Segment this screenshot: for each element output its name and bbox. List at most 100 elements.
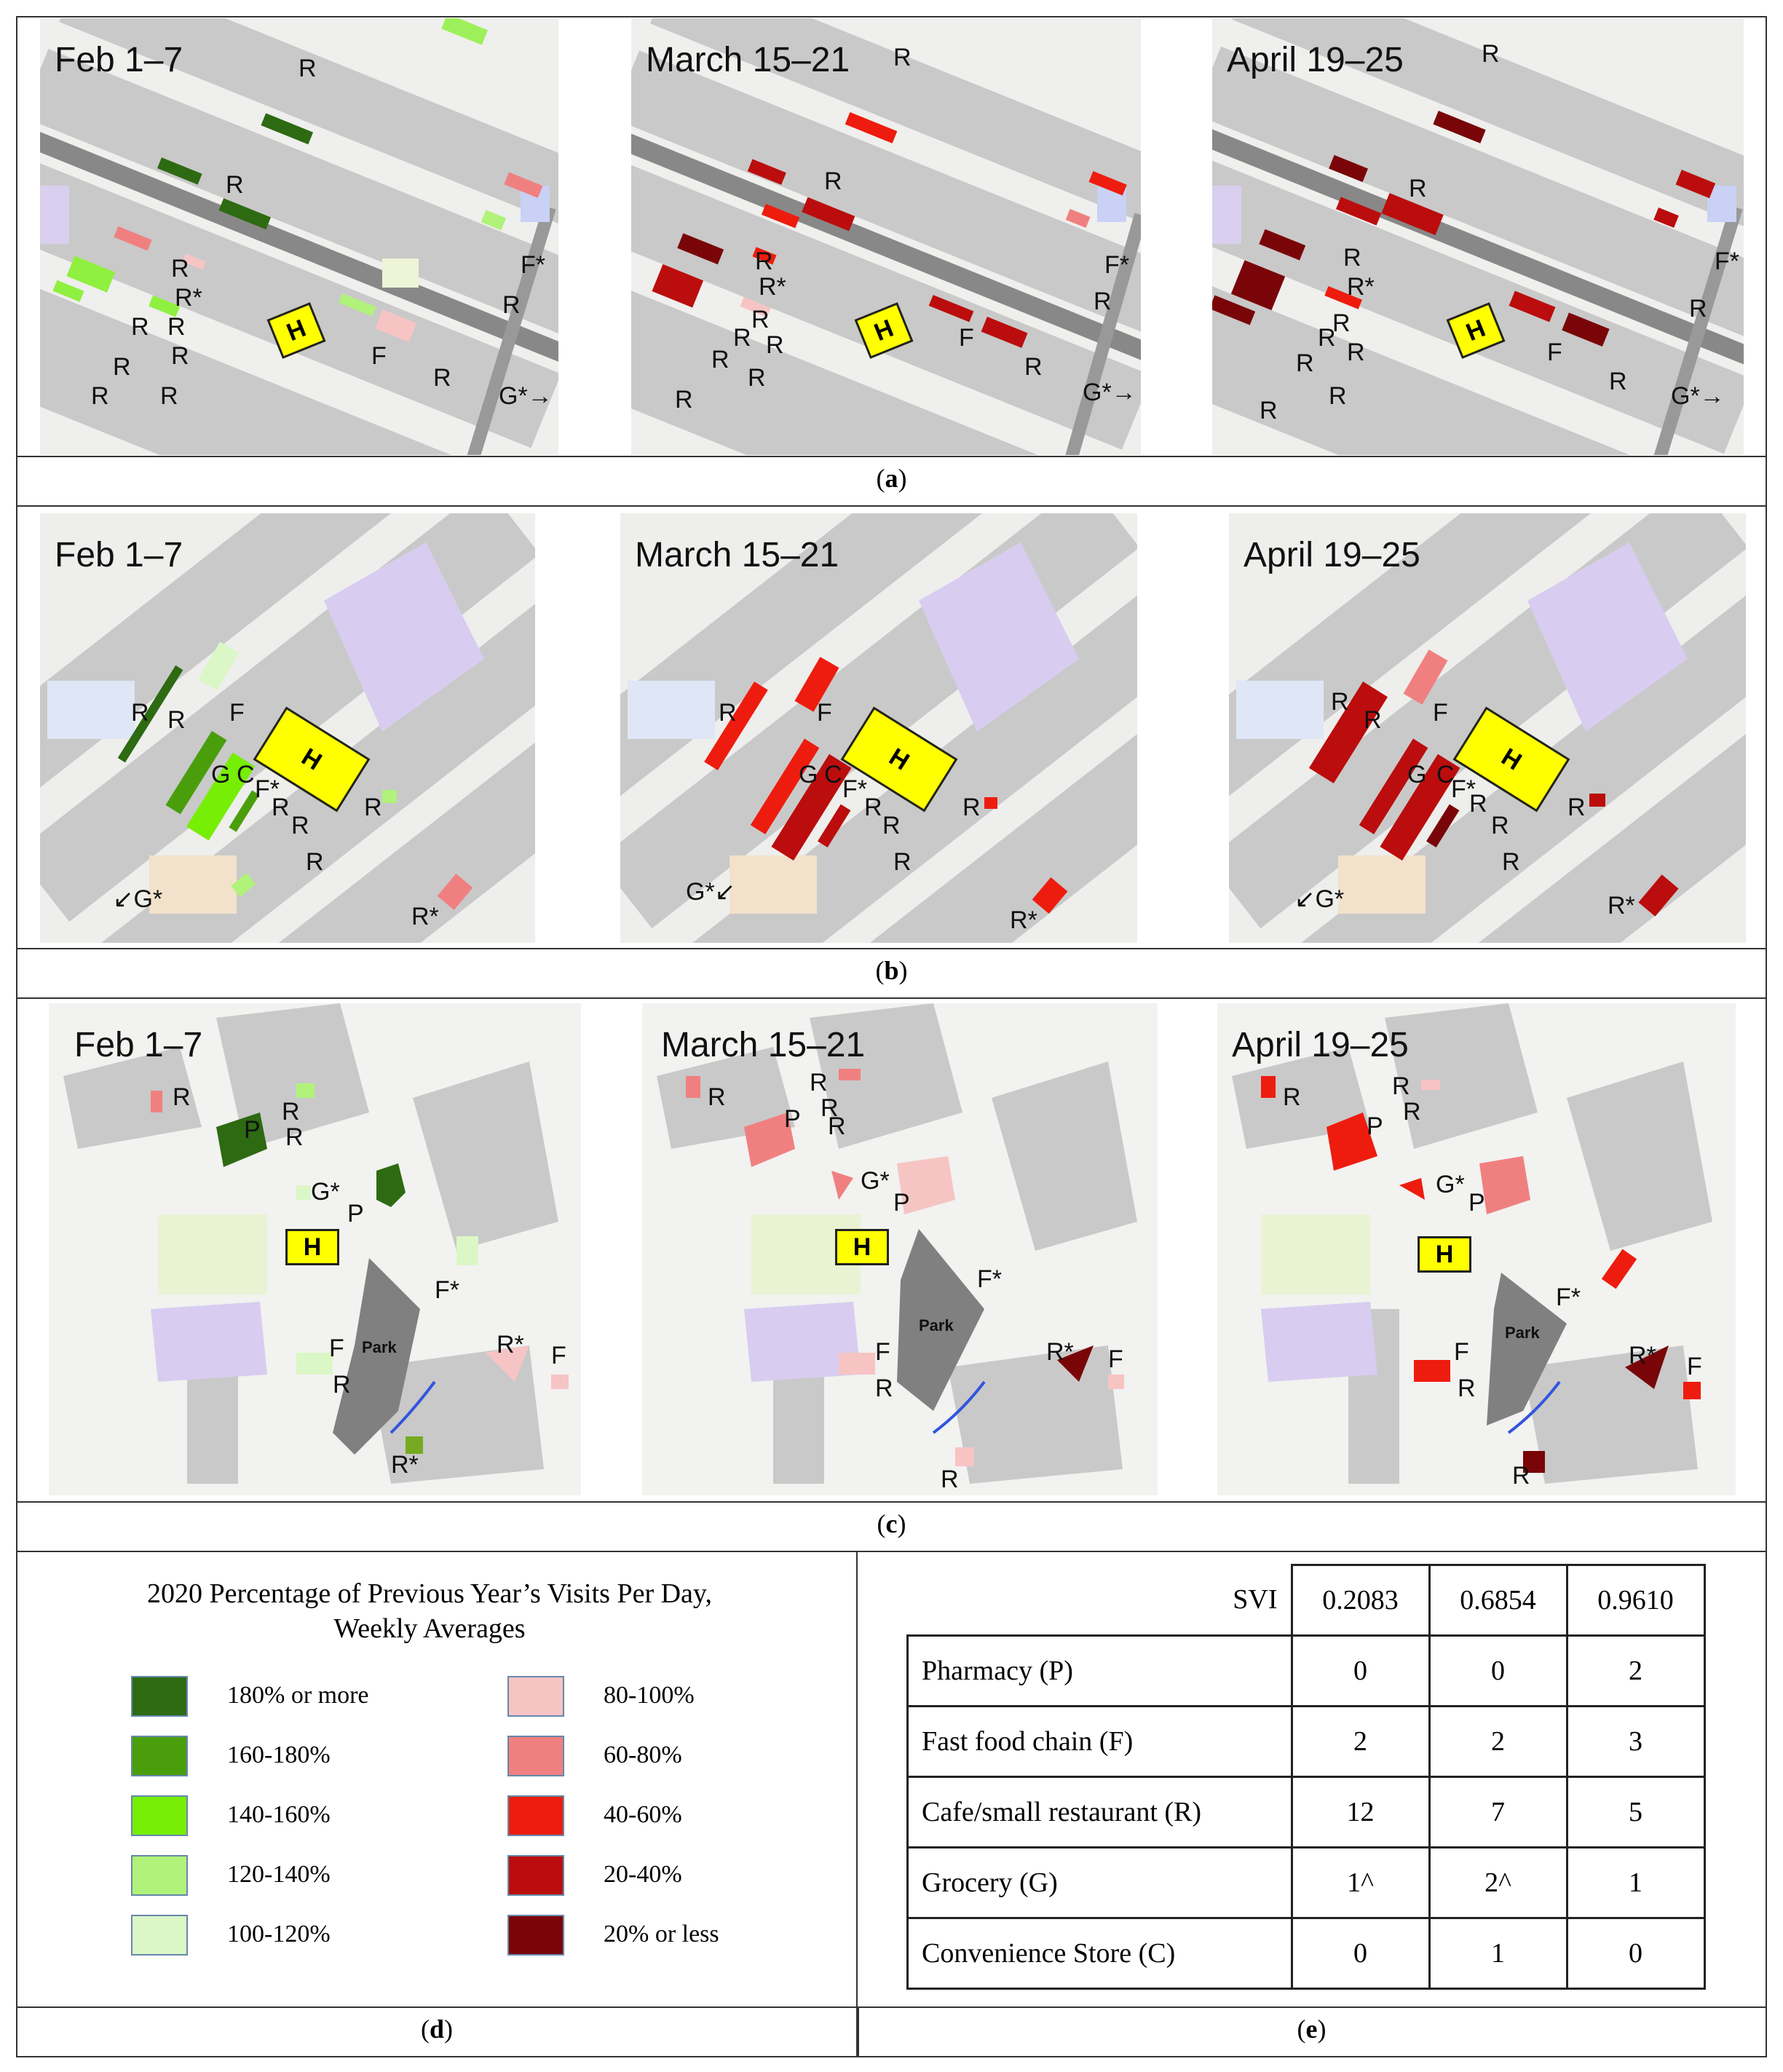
poi-label: R (1482, 40, 1500, 68)
poi-label: R* (1347, 273, 1375, 301)
legend-swatch (507, 1855, 564, 1896)
svi-value: 0.6854 (1428, 1564, 1568, 1637)
poi-label: R (91, 382, 109, 410)
poi-label: R (299, 55, 317, 82)
caption-row-a (16, 456, 1767, 507)
poi-label: R (1347, 339, 1365, 366)
poi-label: R (1343, 244, 1361, 272)
poi-label: R (1329, 382, 1347, 410)
legend-label: 20% or less (604, 1921, 719, 1948)
caption-row-b (16, 948, 1767, 999)
poi-label: P (1468, 1189, 1485, 1217)
poi-label: R (962, 794, 981, 821)
poi-label: F (371, 342, 387, 370)
park-label: Park (919, 1316, 954, 1334)
cell: 2 (1428, 1705, 1568, 1778)
table-row: Pharmacy (P) 0 0 2 (906, 1634, 1706, 1707)
poi-label: R (333, 1371, 351, 1399)
map-a-apr-base (1212, 18, 1744, 455)
legend-swatch (131, 1676, 188, 1717)
poi-label: R (167, 313, 186, 341)
map-b-feb-title: Feb 1–7 (55, 536, 183, 574)
poi-label: F* (435, 1276, 459, 1304)
map-c-mar-title: March 15–21 (661, 1026, 866, 1064)
poi-label: G (1407, 761, 1427, 788)
poi-label: R (1689, 295, 1707, 323)
caption-d: (d) (420, 2014, 454, 2044)
poi-label: ↙G* (113, 885, 163, 913)
legend-title-line2: Weekly Averages (333, 1613, 526, 1644)
poi-label: R (1332, 309, 1351, 337)
map-b-apr-base (1229, 513, 1746, 943)
poi-label: R (1364, 706, 1382, 734)
legend-title: 2020 Percentage of Previous Year’s Visit… (29, 1576, 830, 1646)
map-a-feb: Feb 1–7 H R R R R* R R R R R R F R F* R … (40, 18, 558, 455)
poi-label: G*↙ (686, 878, 736, 906)
caption-row-c (16, 1501, 1767, 1552)
legend-label: 60-80% (604, 1741, 682, 1768)
legend-swatch (507, 1676, 564, 1717)
poi-label: R (433, 364, 451, 392)
poi-label: R* (1046, 1338, 1074, 1366)
poi-label: F* (255, 775, 280, 803)
legend-swatch (131, 1915, 188, 1956)
map-b-apr: April 19–25 H R R F G C F* R R R R ↙G* R… (1229, 513, 1746, 943)
cell: 12 (1290, 1776, 1431, 1848)
poi-label: R (1392, 1072, 1410, 1100)
poi-label: F (875, 1338, 890, 1366)
poi-label: P (784, 1105, 801, 1133)
poi-label: R (1260, 397, 1278, 424)
poi-label: F* (1451, 775, 1476, 803)
poi-label: R* (411, 903, 439, 930)
poi-label: P (893, 1189, 910, 1217)
cell: 2^ (1428, 1846, 1568, 1919)
poi-label: R (675, 386, 693, 414)
row-label: Convenience Store (C) (906, 1917, 1293, 1990)
poi-label: F (229, 699, 245, 727)
map-a-mar-base (631, 18, 1141, 455)
poi-label: R (893, 44, 912, 71)
map-c-apr-title: April 19–25 (1232, 1026, 1409, 1064)
park-label: Park (1505, 1324, 1540, 1342)
row-label: Grocery (G) (906, 1846, 1293, 1919)
poi-label: R (1491, 812, 1509, 839)
poi-label: R (828, 1112, 846, 1140)
poi-label: F (1687, 1353, 1702, 1380)
poi-label: R (131, 699, 149, 727)
poi-label: P (244, 1116, 261, 1144)
cell: 1^ (1290, 1846, 1431, 1919)
poi-label: R (171, 342, 189, 370)
poi-label: F* (1556, 1284, 1581, 1311)
poi-label: R (1458, 1375, 1476, 1402)
hospital-marker: H (285, 1229, 339, 1265)
poi-label: R (864, 794, 882, 821)
poi-label: R (160, 382, 178, 410)
legend-swatch (507, 1915, 564, 1956)
legend-swatch (507, 1736, 564, 1776)
cell: 1 (1565, 1846, 1706, 1919)
svi-table: SVI 0.2083 0.6854 0.9610 Pharmacy (P) 0 … (906, 1564, 1706, 1990)
poi-label: C (824, 761, 842, 788)
poi-label: R (1403, 1098, 1421, 1126)
poi-label: R (1296, 349, 1314, 377)
row-label: Fast food chain (F) (906, 1705, 1293, 1778)
map-b-mar-title: March 15–21 (635, 536, 839, 574)
poi-label: R* (1629, 1342, 1656, 1369)
poi-label: R (1094, 288, 1112, 315)
poi-label: R (1283, 1083, 1301, 1111)
poi-label: F (1454, 1338, 1469, 1366)
caption-b: (b) (875, 956, 908, 985)
legend-label: 120-140% (227, 1861, 331, 1888)
poi-label: R (719, 699, 737, 727)
poi-label: R (113, 353, 131, 381)
poi-label: G*→ (1083, 379, 1136, 406)
poi-label: F (1433, 699, 1448, 727)
cell: 0 (1290, 1917, 1431, 1990)
legend-swatch (131, 1795, 188, 1836)
poi-label: R* (1608, 892, 1635, 920)
poi-label: R (131, 313, 149, 341)
poi-label: P (1367, 1112, 1383, 1140)
hospital-marker: H (835, 1229, 889, 1265)
poi-label: R (1609, 368, 1627, 395)
poi-label: R (766, 331, 784, 359)
